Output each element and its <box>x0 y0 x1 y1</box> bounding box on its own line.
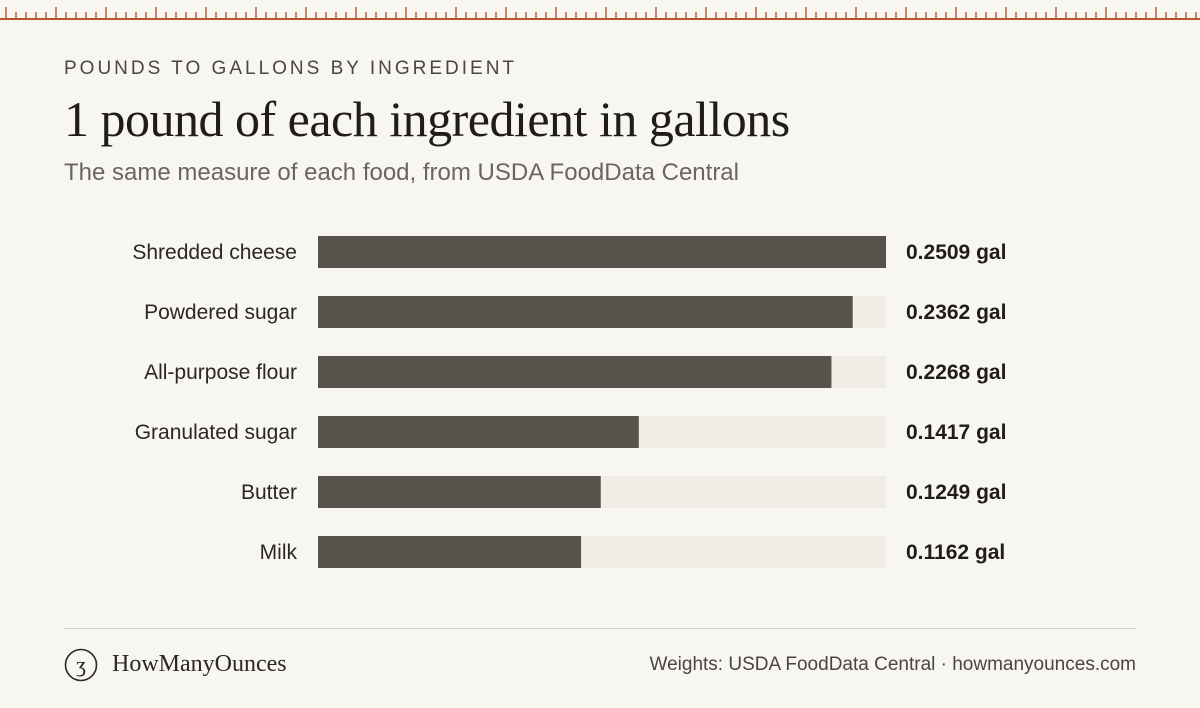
footer-divider <box>64 628 1136 629</box>
value-label: 0.1249 gal <box>906 481 1006 504</box>
bar <box>318 356 832 388</box>
bar <box>318 536 582 568</box>
value-label: 0.2509 gal <box>906 241 1006 264</box>
bar-row: Milk 0.1162 gal <box>260 536 1005 568</box>
bar-row: All-purpose flour 0.2268 gal <box>144 356 1006 388</box>
category-label: Milk <box>260 541 298 564</box>
category-label: Shredded cheese <box>132 241 297 264</box>
bar <box>318 236 886 268</box>
chart-eyebrow: POUNDS TO GALLONS BY INGREDIENT <box>64 58 518 79</box>
bar <box>318 296 853 328</box>
bar-row: Butter 0.1249 gal <box>241 476 1006 508</box>
chart-subtitle: The same measure of each food, from USDA… <box>64 159 739 186</box>
value-label: 0.1417 gal <box>906 421 1006 444</box>
brand-name: HowManyOunces <box>112 651 287 677</box>
value-label: 0.2268 gal <box>906 361 1006 384</box>
bar-row: Granulated sugar 0.1417 gal <box>135 416 1006 448</box>
bar-row: Powdered sugar 0.2362 gal <box>144 296 1006 328</box>
category-label: Granulated sugar <box>135 421 297 444</box>
category-label: All-purpose flour <box>144 361 297 384</box>
value-label: 0.1162 gal <box>906 541 1005 564</box>
category-label: Butter <box>241 481 297 504</box>
brand-logo-icon: ʒ <box>64 648 98 682</box>
category-label: Powdered sugar <box>144 301 297 324</box>
source-credit: Weights: USDA FoodData Central · howmany… <box>649 654 1136 675</box>
chart-title: 1 pound of each ingredient in gallons <box>64 91 790 147</box>
ruler-decoration <box>0 7 1200 20</box>
bar-row: Shredded cheese 0.2509 gal <box>132 236 1006 268</box>
value-label: 0.2362 gal <box>906 301 1006 324</box>
bar <box>318 416 639 448</box>
brand-logo-glyph: ʒ <box>76 652 86 677</box>
bar <box>318 476 601 508</box>
